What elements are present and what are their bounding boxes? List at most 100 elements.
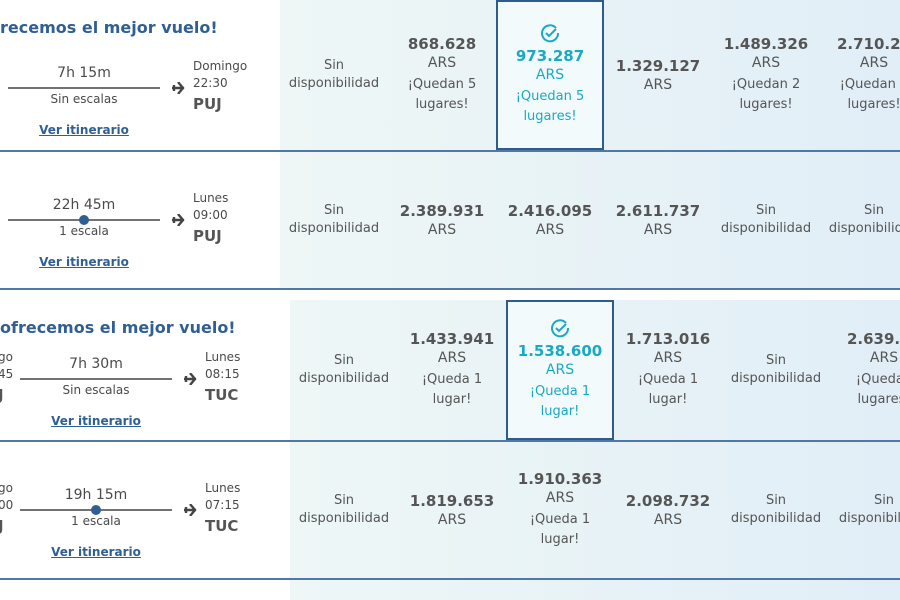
price: 2.611.737 — [615, 202, 701, 220]
currency: ARS — [535, 67, 565, 83]
best-flight-banner: ofrecemos el mejor vuelo! — [0, 318, 236, 337]
departure-airport: J — [0, 517, 4, 535]
route-line — [8, 214, 185, 226]
fare-cell[interactable]: Sin disponibilidad — [280, 0, 388, 150]
availability: Sin disponibilidad — [288, 203, 380, 236]
currency: ARS — [643, 77, 673, 93]
fare-cell[interactable]: Sin disponibilidad — [722, 442, 830, 578]
fare-cell[interactable]: 2.098.732 ARS — [614, 442, 722, 578]
itinerary-link[interactable]: Ver itinerario — [51, 545, 141, 559]
currency: ARS — [427, 55, 457, 71]
fare-cell[interactable]: 1.910.363 ARS ¡Queda 1 lugar! — [506, 442, 614, 578]
price: 868.628 — [407, 35, 477, 53]
fare-cell[interactable]: Sin disponibilidad — [712, 152, 820, 288]
price: 973.287 — [515, 47, 585, 65]
price: 1.433.941 — [409, 330, 495, 348]
fare-cell[interactable]: 2.389.931 ARS — [388, 152, 496, 288]
stops: 1 escala — [59, 224, 109, 238]
itinerary-link[interactable]: Ver itinerario — [39, 123, 129, 137]
next-row — [0, 580, 900, 600]
flight-row: recemos el mejor vuelo! 7h 15m Sin escalas… — [0, 0, 900, 152]
price: 1.538.600 — [517, 342, 603, 360]
arrival-airport: PUJ — [193, 95, 222, 113]
fare-cell[interactable]: 1.819.653 ARS — [398, 442, 506, 578]
currency: ARS — [545, 362, 575, 378]
price: 1.819.653 — [409, 492, 495, 510]
departure-day: go — [0, 350, 13, 364]
departure-time: 00 — [0, 498, 14, 512]
fare-cell[interactable]: 2.416.095 ARS — [496, 152, 604, 288]
duration: 19h 15m — [64, 487, 128, 503]
price: 1.713.016 — [625, 330, 711, 348]
currency: ARS — [653, 350, 683, 366]
fare-cell[interactable]: Sin disponibilidad — [290, 300, 398, 440]
arrival-time: 08:15 — [205, 367, 240, 381]
fare-cell[interactable]: 2.710.27 ARS ¡Quedan 5 lugares! — [820, 0, 900, 150]
duration: 7h 15m — [57, 65, 111, 81]
stops: 1 escala — [71, 514, 121, 528]
fare-cell[interactable]: Sin disponibilidad — [820, 152, 900, 288]
fare-cell[interactable]: Sin disponibilidad — [290, 442, 398, 578]
currency: ARS — [869, 350, 899, 366]
flight-row: 22h 45m 1 escala Lunes 09:00 PUJ Ver itinerar… — [0, 152, 900, 290]
departure-airport: J — [0, 386, 4, 404]
itinerary-link[interactable]: Ver itinerario — [51, 414, 141, 428]
fare-cell[interactable]: 1.433.941 ARS ¡Queda 1 lugar! — [398, 300, 506, 440]
fare-cell[interactable]: 1.329.127 ARS — [604, 0, 712, 150]
seats-left: ¡Queda 1 lugar! — [637, 372, 699, 407]
arrival-time: 07:15 — [205, 498, 240, 512]
arrival-airport: TUC — [205, 517, 239, 535]
selected-check — [551, 319, 570, 338]
seats-left: ¡Quedan 5 lugares! — [407, 77, 477, 112]
availability: Sin disponibilidad — [828, 203, 900, 236]
price: 1.329.127 — [615, 57, 701, 75]
price: 2.416.095 — [507, 202, 593, 220]
duration: 22h 45m — [52, 197, 116, 213]
selected-check — [541, 24, 560, 43]
currency: ARS — [643, 222, 673, 238]
fare-cell[interactable]: 2.611.737 ARS — [604, 152, 712, 288]
route-line — [20, 504, 197, 516]
arrival-day: Lunes — [205, 481, 241, 495]
fare-area — [280, 152, 900, 288]
flight-row: ofrecemos el mejor vuelo! go 45 J 7h 30m Sin … — [0, 300, 900, 442]
departure-time: 45 — [0, 367, 14, 381]
currency: ARS — [859, 55, 889, 71]
fare-cell[interactable]: 2.639.87 ARS ¡Quedan lugares! — [830, 300, 900, 440]
fare-cell[interactable]: 1.713.016 ARS ¡Queda 1 lugar! — [614, 300, 722, 440]
fare-cell[interactable]: Sin disponibilidad — [722, 300, 830, 440]
currency: ARS — [535, 222, 565, 238]
seats-left: ¡Quedan 5 lugares! — [515, 89, 585, 124]
seats-left: ¡Quedan 5 lugares! — [839, 77, 900, 112]
arrival-time: 09:00 — [193, 208, 228, 222]
currency: ARS — [751, 55, 781, 71]
fare-cell[interactable]: 1.489.326 ARS ¡Quedan 2 lugares! — [712, 0, 820, 150]
price: 1.489.326 — [723, 35, 809, 53]
availability: Sin disponibilidad — [288, 58, 380, 91]
fare-cell[interactable]: Sin disponibilidad — [280, 152, 388, 288]
availability: Sin disponibilidad — [730, 353, 822, 386]
arrival-airport: PUJ — [193, 227, 222, 245]
best-flight-banner: recemos el mejor vuelo! — [0, 18, 218, 37]
arrival-day: Domingo — [193, 59, 248, 73]
currency: ARS — [437, 512, 467, 528]
arrival-airport: TUC — [205, 386, 239, 404]
fare-cell[interactable]: 868.628 ARS ¡Quedan 5 lugares! — [388, 0, 496, 150]
currency: ARS — [427, 222, 457, 238]
seats-left: ¡Queda 1 lugar! — [529, 512, 591, 547]
fare-cell[interactable]: Sin disponibilidad — [830, 442, 900, 578]
fare-area — [290, 580, 900, 600]
stops: Sin escalas — [62, 383, 130, 397]
seats-left: ¡Quedan lugares! — [855, 372, 900, 407]
fare-cell[interactable]: 973.287 ARS ¡Quedan 5 lugares! — [496, 0, 604, 150]
currency: ARS — [653, 512, 683, 528]
duration: 7h 30m — [69, 356, 123, 372]
stops: Sin escalas — [50, 92, 118, 106]
price: 2.710.27 — [836, 35, 900, 53]
itinerary-link[interactable]: Ver itinerario — [39, 255, 129, 269]
arrival-day: Lunes — [193, 191, 229, 205]
fare-cell[interactable]: 1.538.600 ARS ¡Queda 1 lugar! — [506, 300, 614, 440]
price: 2.098.732 — [625, 492, 711, 510]
currency: ARS — [437, 350, 467, 366]
route-line — [8, 82, 185, 94]
